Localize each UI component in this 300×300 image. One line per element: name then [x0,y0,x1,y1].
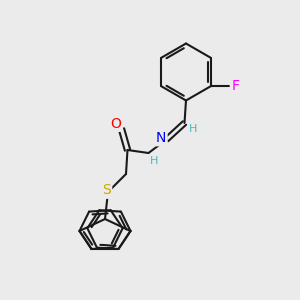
Text: H: H [150,155,159,166]
Text: F: F [231,79,239,93]
Text: N: N [156,131,166,145]
Text: O: O [111,117,122,130]
Text: H: H [189,124,197,134]
Text: S: S [102,184,111,197]
